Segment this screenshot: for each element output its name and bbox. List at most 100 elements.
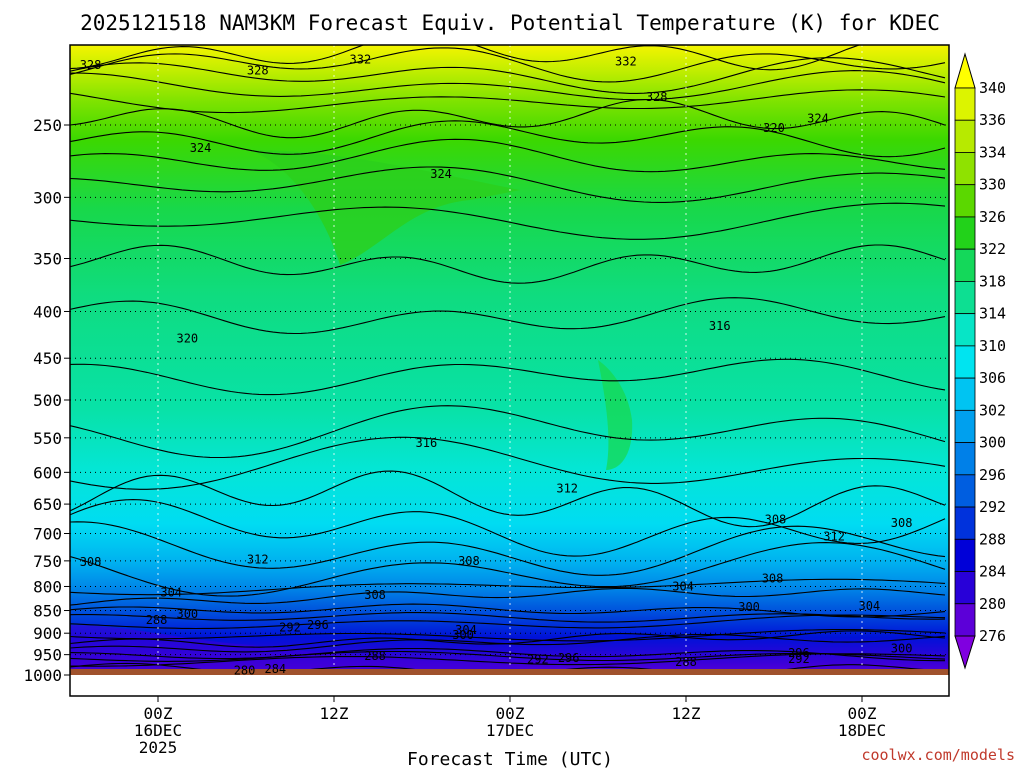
colorbar-label-334: 334: [979, 143, 1006, 161]
colorbar: 340 336 334 330 326 322 318 314 310 306 302 300 296 2…: [954, 52, 1006, 670]
contour-label-300: 300: [738, 600, 760, 614]
contour-label-320: 320: [763, 121, 785, 135]
x-tick-label: 00Z: [496, 704, 525, 723]
contour-line: [70, 405, 946, 459]
contour-line: [70, 653, 946, 667]
contour-line: [70, 202, 946, 240]
contour-label-312: 312: [823, 529, 845, 543]
colorbar-label-276: 276: [979, 627, 1006, 645]
contour-label-304: 304: [858, 599, 880, 613]
contour-label-284: 284: [264, 662, 286, 676]
contour-label-304: 304: [672, 579, 694, 593]
contour-label-308: 308: [765, 513, 787, 527]
y-tick-label-400: 400: [33, 302, 62, 321]
contour-label-300: 300: [452, 628, 474, 642]
cold-pool-lowlevel: [70, 625, 520, 675]
contour-label-308: 308: [891, 516, 913, 530]
colorbar-swatch: [954, 442, 976, 476]
contour-line: [70, 633, 946, 653]
contour-label-328: 328: [247, 64, 269, 78]
contour-label-328: 328: [646, 90, 668, 104]
colorbar-swatch: [954, 377, 976, 411]
y-tick-label-650: 650: [33, 495, 62, 514]
colorbar-swatch: [954, 409, 976, 443]
contour-line: [70, 436, 946, 490]
colorbar-label-288: 288: [979, 530, 1006, 548]
contour-label-304: 304: [455, 623, 477, 637]
colorbar-label-302: 302: [979, 401, 1006, 419]
contour-label-312: 312: [247, 552, 269, 566]
colorbar-swatch: [954, 571, 976, 605]
y-tick-label-600: 600: [33, 463, 62, 482]
colorbar-swatch: [954, 87, 976, 121]
colorbar-swatch: [954, 184, 976, 218]
y-tick-label-250: 250: [33, 116, 62, 135]
contour-line: [70, 47, 946, 83]
colorbar-label-306: 306: [979, 369, 1006, 387]
chart-title: 2025121518 NAM3KM Forecast Equiv. Potent…: [80, 11, 940, 35]
ground-surface: [70, 669, 949, 675]
y-tick-label-300: 300: [33, 188, 62, 207]
y-tick-label-800: 800: [33, 577, 62, 596]
y-tick-label-700: 700: [33, 524, 62, 543]
colorbar-swatch: [954, 152, 976, 186]
contour-line: [70, 614, 946, 630]
contour-label-292: 292: [527, 653, 549, 667]
contour-label-312: 312: [556, 482, 578, 496]
x-tick-label: 00Z: [144, 704, 173, 723]
contour-line: [70, 650, 946, 662]
contour-line: [70, 647, 945, 662]
y-tick-label-500: 500: [33, 391, 62, 410]
colorbar-min-arrow: [954, 635, 976, 670]
contour-label-308: 308: [762, 571, 784, 585]
colorbar-swatch: [954, 248, 976, 282]
colorbar-label-326: 326: [979, 208, 1006, 226]
contour-label-292: 292: [788, 652, 810, 666]
contour-label-280: 280: [234, 664, 256, 678]
contour-line: [70, 297, 946, 335]
contour-label-304: 304: [160, 585, 182, 599]
x-tick-label: 00Z: [848, 704, 877, 723]
contour-line: [70, 89, 946, 114]
colorbar-swatch: [954, 538, 976, 572]
contour-line: [70, 166, 946, 203]
contour-label-324: 324: [190, 141, 212, 155]
contour-label-308: 308: [364, 588, 386, 602]
contour-label-288: 288: [146, 613, 168, 627]
colorbar-label-340: 340: [979, 79, 1006, 97]
credit-text: coolwx.com/models: [861, 746, 1015, 764]
contour-label-328: 328: [80, 58, 102, 72]
contour-line: [70, 499, 946, 557]
colorbar-label-330: 330: [979, 176, 1006, 194]
x-tick-label: 16DEC: [134, 721, 182, 740]
y-tick-label-900: 900: [33, 624, 62, 643]
moist-tongue: [598, 360, 633, 470]
contour-label-288: 288: [364, 649, 386, 663]
x-tick-label: 2025: [139, 738, 178, 757]
contour-line: [70, 629, 946, 642]
colorbar-label-310: 310: [979, 337, 1006, 355]
x-tick-label: 17DEC: [486, 721, 534, 740]
y-axis-ticks: 250 300 350 400 450 500 550 600 650 700 750 800 850 9…: [23, 116, 70, 685]
contour-line: [70, 521, 946, 576]
colorbar-swatch: [954, 119, 976, 153]
colorbar-swatch: [954, 313, 976, 347]
y-tick-label-1000: 1000: [23, 666, 62, 685]
contour-label-288: 288: [675, 655, 697, 669]
contour-line: [70, 45, 861, 71]
contour-label-296: 296: [788, 646, 810, 660]
plot-area: [70, 45, 949, 675]
contour-line: [70, 612, 946, 623]
contour-label-308: 308: [80, 555, 102, 569]
y-tick-label-350: 350: [33, 249, 62, 268]
colorbar-label-318: 318: [979, 272, 1006, 290]
colorbar-max-arrow: [954, 52, 976, 89]
y-tick-label-850: 850: [33, 602, 62, 621]
contour-line: [70, 358, 946, 396]
x-tick-label: 12Z: [320, 704, 349, 723]
colorbar-swatch: [954, 216, 976, 250]
colorbar-label-296: 296: [979, 466, 1006, 484]
colorbar-swatch: [954, 474, 976, 508]
